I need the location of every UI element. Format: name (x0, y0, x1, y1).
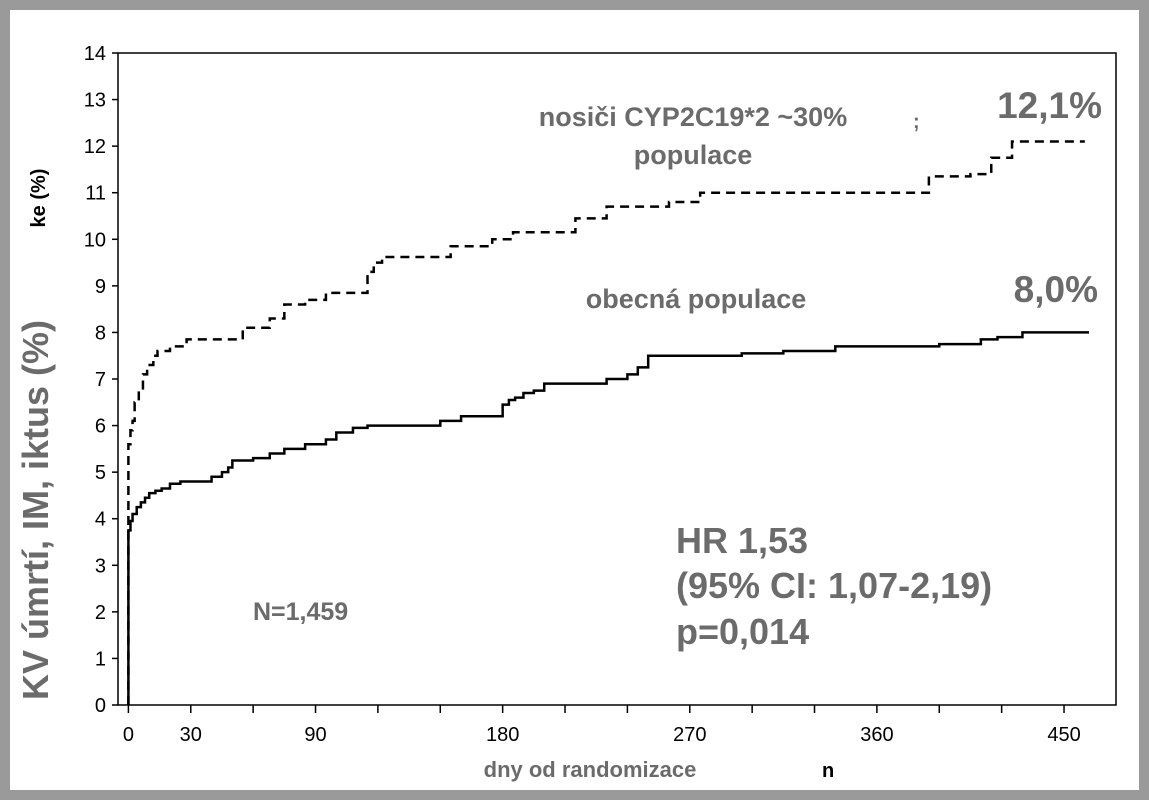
end-label-carriers: 12,1% (997, 85, 1102, 126)
y-tick-label: 11 (85, 183, 106, 205)
x-tick-label: 0 (123, 724, 134, 746)
hr-line-2: (95% CI: 1,07-2,19) (676, 565, 992, 606)
y-axis-label-fragment: ke (%) (28, 169, 50, 228)
x-tick-label: 180 (486, 724, 519, 746)
chart-lines (127, 140, 1089, 705)
y-tick-label: 9 (95, 276, 106, 298)
x-axis-label: dny od randomizace (484, 757, 697, 782)
series-line-carriers (127, 140, 1085, 705)
slide-frame: 0 1 2 3 4 5 6 7 8 9 10 11 12 13 14 0 30 90 180 270 360 450 no… (10, 10, 1139, 790)
x-tick-label: 360 (860, 724, 893, 746)
y-tick-label: 13 (84, 90, 106, 112)
x-tick-label: 270 (673, 724, 706, 746)
series-label-carriers-line2: populace (634, 140, 753, 170)
y-tick-label: 4 (95, 509, 106, 531)
series-label-carriers: nosiči CYP2C19*2 ~30% (539, 102, 847, 132)
y-tick-label: 1 (95, 648, 106, 670)
y-tick-label: 7 (95, 369, 106, 391)
x-tick-label: 450 (1047, 724, 1080, 746)
y-tick-label: 14 (84, 43, 106, 65)
stray-mark: ; (913, 111, 920, 133)
y-tick-label: 2 (95, 602, 106, 624)
y-tick-label: 8 (95, 322, 106, 344)
y-tick-label: 12 (84, 136, 106, 158)
y-tick-label: 6 (95, 416, 106, 438)
hr-line-1: HR 1,53 (676, 520, 808, 561)
y-tick-label: 0 (95, 695, 106, 717)
x-axis-label-fragment: n (822, 760, 834, 782)
x-tick-label: 90 (304, 724, 326, 746)
n-annotation: N=1,459 (253, 598, 348, 626)
hr-line-3: p=0,014 (676, 611, 809, 652)
y-axis-label: KV úmrtí, IM, iktus (%) (15, 320, 56, 700)
y-tick-label: 3 (95, 555, 106, 577)
series-label-general: obecná populace (586, 284, 807, 314)
y-tick-label: 5 (95, 462, 106, 484)
series-line-general (127, 331, 1089, 705)
end-label-general: 8,0% (1014, 269, 1098, 310)
x-tick-label: 30 (180, 724, 202, 746)
y-tick-label: 10 (84, 229, 106, 251)
